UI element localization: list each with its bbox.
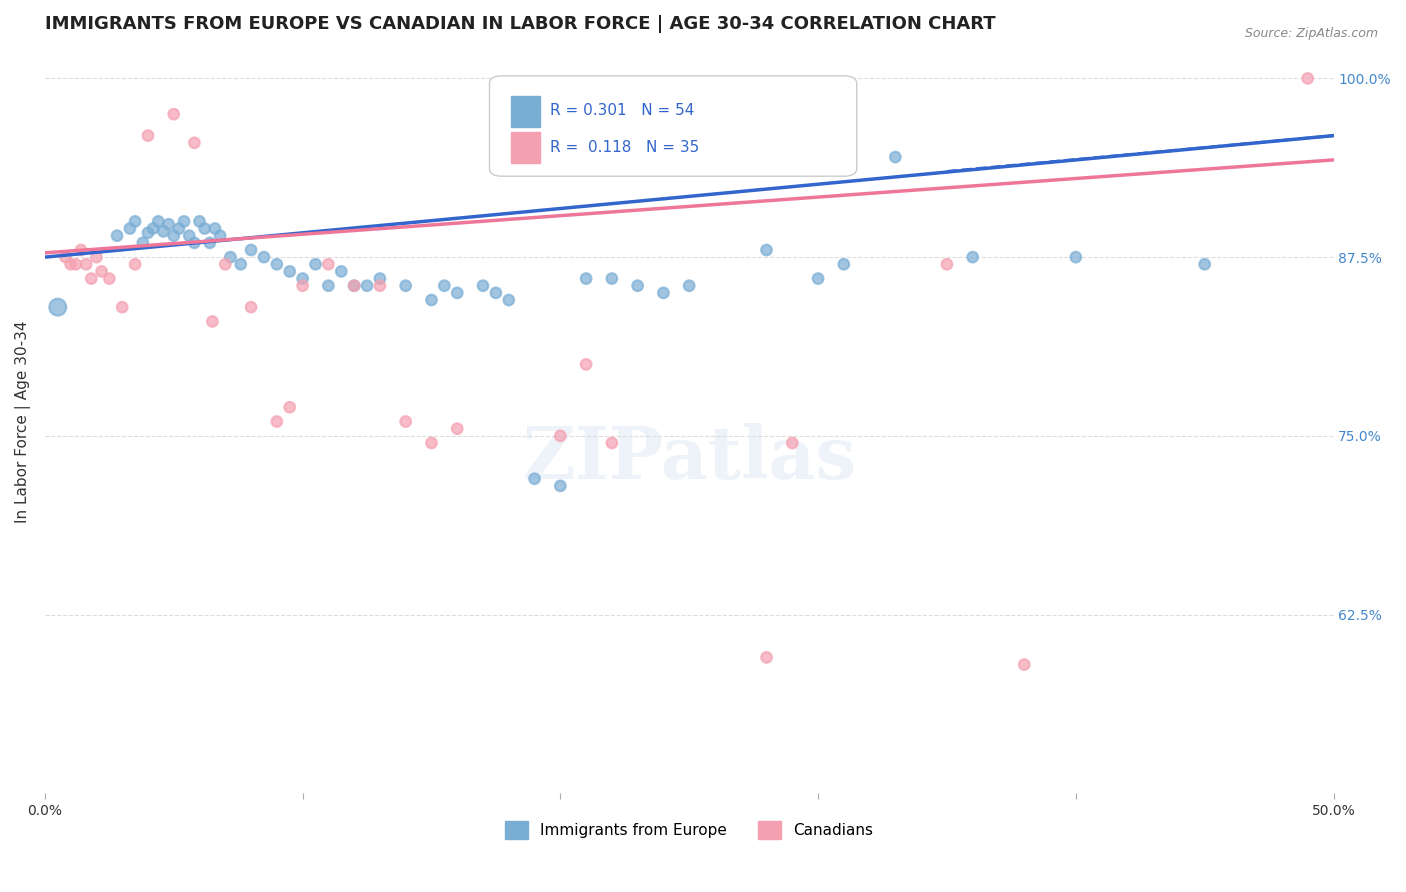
Point [173,214,195,228]
Point [148,214,170,228]
Point [209,228,232,243]
Point [485,285,508,300]
Point [498,293,520,307]
Point [420,436,443,450]
Point [163,228,186,243]
Legend: Immigrants from Europe, Canadians: Immigrants from Europe, Canadians [499,814,879,846]
Point [304,257,326,271]
Text: IMMIGRANTS FROM EUROPE VS CANADIAN IN LABOR FORCE | AGE 30-34 CORRELATION CHART: IMMIGRANTS FROM EUROPE VS CANADIAN IN LA… [45,15,995,33]
Point [136,226,159,240]
Point [1064,250,1087,264]
Point [627,278,650,293]
Point [807,107,830,121]
Point [575,357,598,371]
Point [600,271,623,285]
Point [59,257,82,271]
Point [962,250,984,264]
Point [198,235,221,250]
Y-axis label: In Labor Force | Age 30-34: In Labor Force | Age 30-34 [15,320,31,523]
Point [1012,657,1035,672]
Point [183,235,205,250]
Point [111,300,134,314]
Point [65,257,87,271]
Point [86,250,108,264]
Point [124,257,146,271]
Point [152,224,174,238]
Text: R = 0.301   N = 54: R = 0.301 N = 54 [550,103,695,119]
Point [240,243,263,257]
Point [240,300,263,314]
Point [266,257,288,271]
Point [807,271,830,285]
Point [1296,71,1319,86]
Point [318,257,340,271]
Point [343,278,366,293]
Point [204,221,226,235]
Point [278,401,301,415]
Point [90,264,112,278]
Point [755,243,778,257]
Text: ZIPatlas: ZIPatlas [522,423,856,494]
Point [278,264,301,278]
Point [105,228,128,243]
Point [884,150,907,164]
Point [219,250,242,264]
Point [229,257,252,271]
Text: Source: ZipAtlas.com: Source: ZipAtlas.com [1244,27,1378,40]
Point [201,314,224,328]
Point [318,278,340,293]
Point [179,228,201,243]
Point [446,422,468,436]
Point [395,415,418,429]
Point [118,221,141,235]
FancyBboxPatch shape [512,96,540,128]
Point [446,285,468,300]
Point [80,271,103,285]
Point [356,278,378,293]
Point [291,278,314,293]
Point [523,472,546,486]
Point [368,278,391,293]
Point [214,257,236,271]
Text: R =  0.118   N = 35: R = 0.118 N = 35 [550,140,699,154]
Point [832,257,855,271]
Point [782,436,804,450]
Point [433,278,456,293]
Point [343,278,366,293]
Point [550,479,572,493]
Point [472,278,495,293]
Point [46,300,69,314]
Point [194,221,217,235]
Point [183,136,205,150]
Point [600,436,623,450]
Point [75,257,97,271]
Point [157,217,180,231]
Point [678,278,700,293]
Point [266,415,288,429]
Point [550,429,572,443]
Point [652,285,675,300]
Point [188,214,211,228]
Point [163,107,186,121]
Point [755,650,778,665]
Point [935,257,957,271]
Point [330,264,353,278]
Point [167,221,190,235]
FancyBboxPatch shape [512,132,540,163]
Point [291,271,314,285]
Point [132,235,155,250]
Point [136,128,159,143]
FancyBboxPatch shape [489,76,856,177]
Point [368,271,391,285]
Point [124,214,146,228]
Point [142,221,165,235]
Point [395,278,418,293]
Point [1194,257,1216,271]
Point [98,271,121,285]
Point [70,243,93,257]
Point [55,250,77,264]
Point [575,271,598,285]
Point [420,293,443,307]
Point [253,250,276,264]
